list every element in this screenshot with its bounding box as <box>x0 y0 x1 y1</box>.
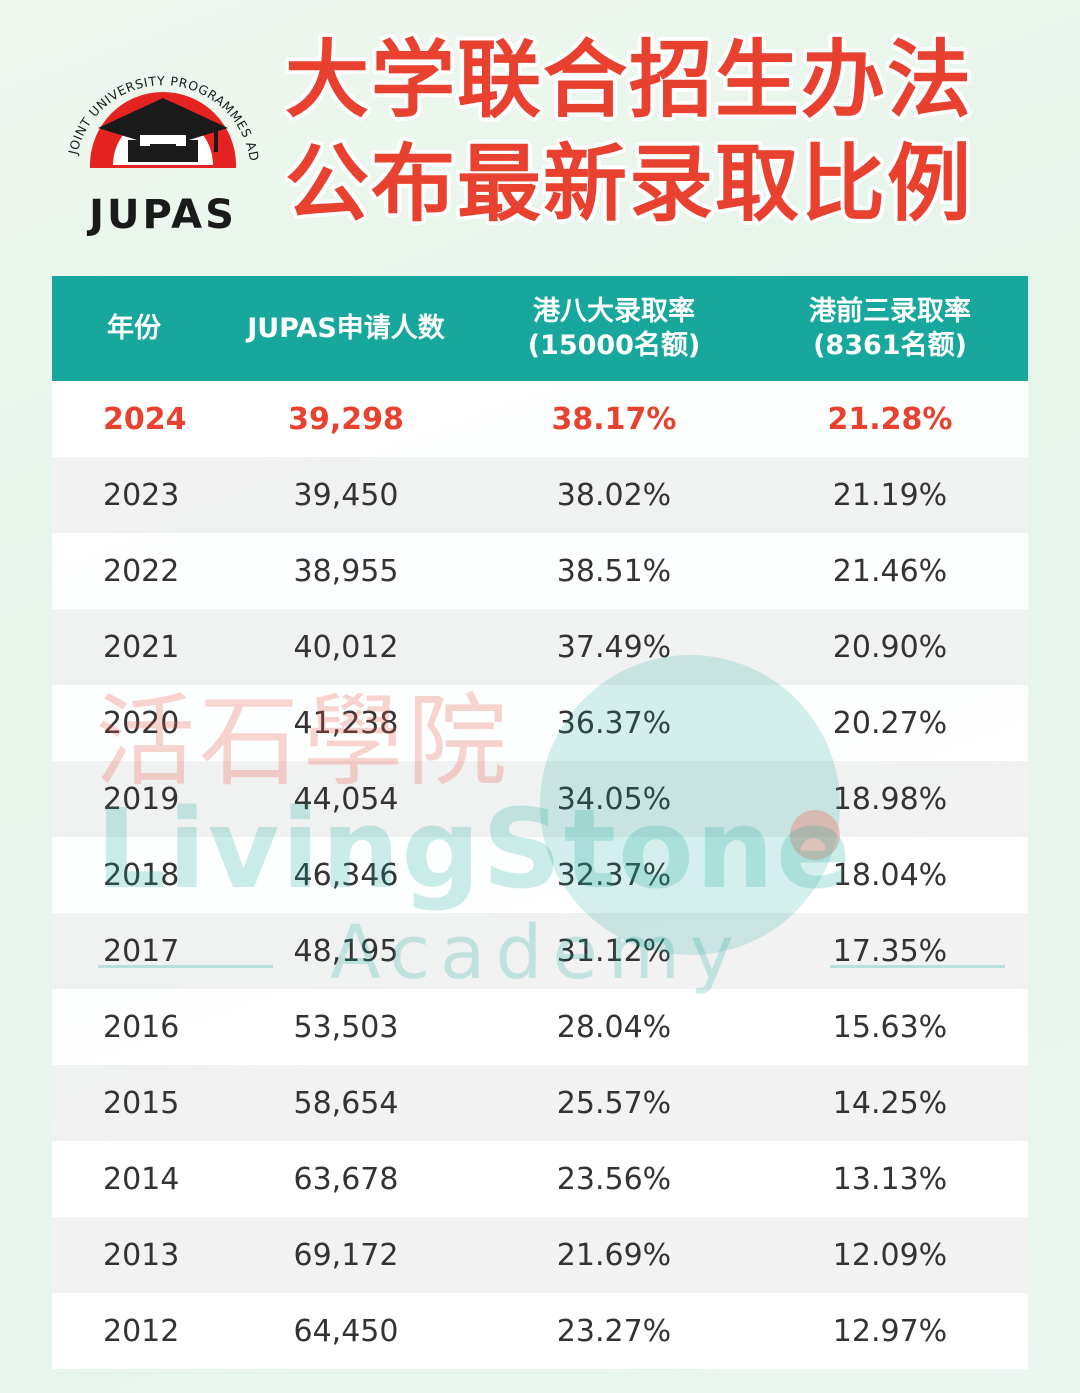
cell-applicants: 38,955 <box>293 553 399 589</box>
cell-top8-rate: 31.12% <box>556 933 672 969</box>
cell-top3-rate: 21.19% <box>832 477 948 513</box>
cell-top3-rate: 17.35% <box>832 933 948 969</box>
cell-top8-rate: 34.05% <box>556 781 672 817</box>
table-row: 2016 53,503 28.04% 15.63% <box>52 989 1028 1065</box>
cell-top8-rate: 21.69% <box>556 1237 672 1273</box>
table-row: 2018 46,346 32.37% 18.04% <box>52 837 1028 913</box>
header-year: 年份 <box>107 312 161 344</box>
cell-year: 2024 <box>103 401 187 437</box>
table-row: 2021 40,012 37.49% 20.90% <box>52 609 1028 685</box>
header-top3-rate: 港前三录取率 (8361名额) <box>809 295 971 361</box>
cell-top8-rate: 23.56% <box>556 1161 672 1197</box>
header-top8-rate: 港八大录取率 (15000名额) <box>527 295 701 361</box>
page-title: 大学联合招生办法 公布最新录取比例 <box>285 28 1045 236</box>
cell-applicants: 39,450 <box>293 477 399 513</box>
cell-year: 2020 <box>103 705 180 741</box>
cell-year: 2014 <box>103 1161 180 1197</box>
cell-top8-rate: 32.37% <box>556 857 672 893</box>
cell-top3-rate: 20.27% <box>832 705 948 741</box>
cell-top3-rate: 12.09% <box>832 1237 948 1273</box>
cell-top8-rate: 37.49% <box>556 629 672 665</box>
cell-year: 2023 <box>103 477 180 513</box>
cell-applicants: 44,054 <box>293 781 399 817</box>
cell-top8-rate: 38.17% <box>551 401 677 437</box>
cell-applicants: 40,012 <box>293 629 399 665</box>
cell-applicants: 63,678 <box>293 1161 399 1197</box>
table-header: 年份 JUPAS申请人数 港八大录取率 (15000名额) 港前三录取率 (83… <box>52 276 1028 381</box>
cell-year: 2012 <box>103 1313 180 1349</box>
table-body: 2024 39,298 38.17% 21.28% 2023 39,450 38.02% 21… <box>52 381 1028 1369</box>
cell-top8-rate: 36.37% <box>556 705 672 741</box>
cell-top3-rate: 14.25% <box>832 1085 948 1121</box>
cell-year: 2013 <box>103 1237 180 1273</box>
cell-top3-rate: 15.63% <box>832 1009 948 1045</box>
cell-top3-rate: 18.98% <box>832 781 948 817</box>
title-line-2: 公布最新录取比例 <box>285 135 974 233</box>
cell-applicants: 69,172 <box>293 1237 399 1273</box>
jupas-emblem-icon: JOINT UNIVERSITY PROGRAMMES ADMISSIONS S… <box>52 28 262 168</box>
cell-top8-rate: 38.02% <box>556 477 672 513</box>
cell-applicants: 48,195 <box>293 933 399 969</box>
table-row: 2020 41,238 36.37% 20.27% <box>52 685 1028 761</box>
cell-top8-rate: 25.57% <box>556 1085 672 1121</box>
table-row: 2014 63,678 23.56% 13.13% <box>52 1141 1028 1217</box>
table-row: 2017 48,195 31.12% 17.35% <box>52 913 1028 989</box>
cell-top8-rate: 23.27% <box>556 1313 672 1349</box>
table-row: 2013 69,172 21.69% 12.09% <box>52 1217 1028 1293</box>
cell-year: 2022 <box>103 553 180 589</box>
jupas-logo: JOINT UNIVERSITY PROGRAMMES ADMISSIONS S… <box>52 28 268 238</box>
cell-top3-rate: 21.28% <box>827 401 953 437</box>
cell-top3-rate: 12.97% <box>832 1313 948 1349</box>
cell-applicants: 58,654 <box>293 1085 399 1121</box>
table-row: 2024 39,298 38.17% 21.28% <box>52 381 1028 457</box>
table-row: 2019 44,054 34.05% 18.98% <box>52 761 1028 837</box>
cell-top3-rate: 18.04% <box>832 857 948 893</box>
cell-applicants: 39,298 <box>288 401 404 437</box>
cell-top8-rate: 28.04% <box>556 1009 672 1045</box>
table-row: 2015 58,654 25.57% 14.25% <box>52 1065 1028 1141</box>
jupas-logo-name: JUPAS <box>89 192 237 238</box>
cell-applicants: 64,450 <box>293 1313 399 1349</box>
cell-year: 2015 <box>103 1085 180 1121</box>
table-row: 2022 38,955 38.51% 21.46% <box>52 533 1028 609</box>
cell-top3-rate: 21.46% <box>832 553 948 589</box>
title-line-1: 大学联合招生办法 <box>285 31 974 129</box>
cell-top3-rate: 13.13% <box>832 1161 948 1197</box>
cell-applicants: 41,238 <box>293 705 399 741</box>
cell-top3-rate: 20.90% <box>832 629 948 665</box>
cell-top8-rate: 38.51% <box>556 553 672 589</box>
cell-year: 2018 <box>103 857 180 893</box>
cell-applicants: 53,503 <box>293 1009 399 1045</box>
table-row: 2012 64,450 23.27% 12.97% <box>52 1293 1028 1369</box>
cell-year: 2016 <box>103 1009 180 1045</box>
cell-applicants: 46,346 <box>293 857 399 893</box>
cell-year: 2021 <box>103 629 180 665</box>
header-applicants: JUPAS申请人数 <box>247 312 445 344</box>
cell-year: 2017 <box>103 933 180 969</box>
table-row: 2023 39,450 38.02% 21.19% <box>52 457 1028 533</box>
admission-rate-table: 年份 JUPAS申请人数 港八大录取率 (15000名额) 港前三录取率 (83… <box>52 276 1028 1369</box>
cell-year: 2019 <box>103 781 180 817</box>
